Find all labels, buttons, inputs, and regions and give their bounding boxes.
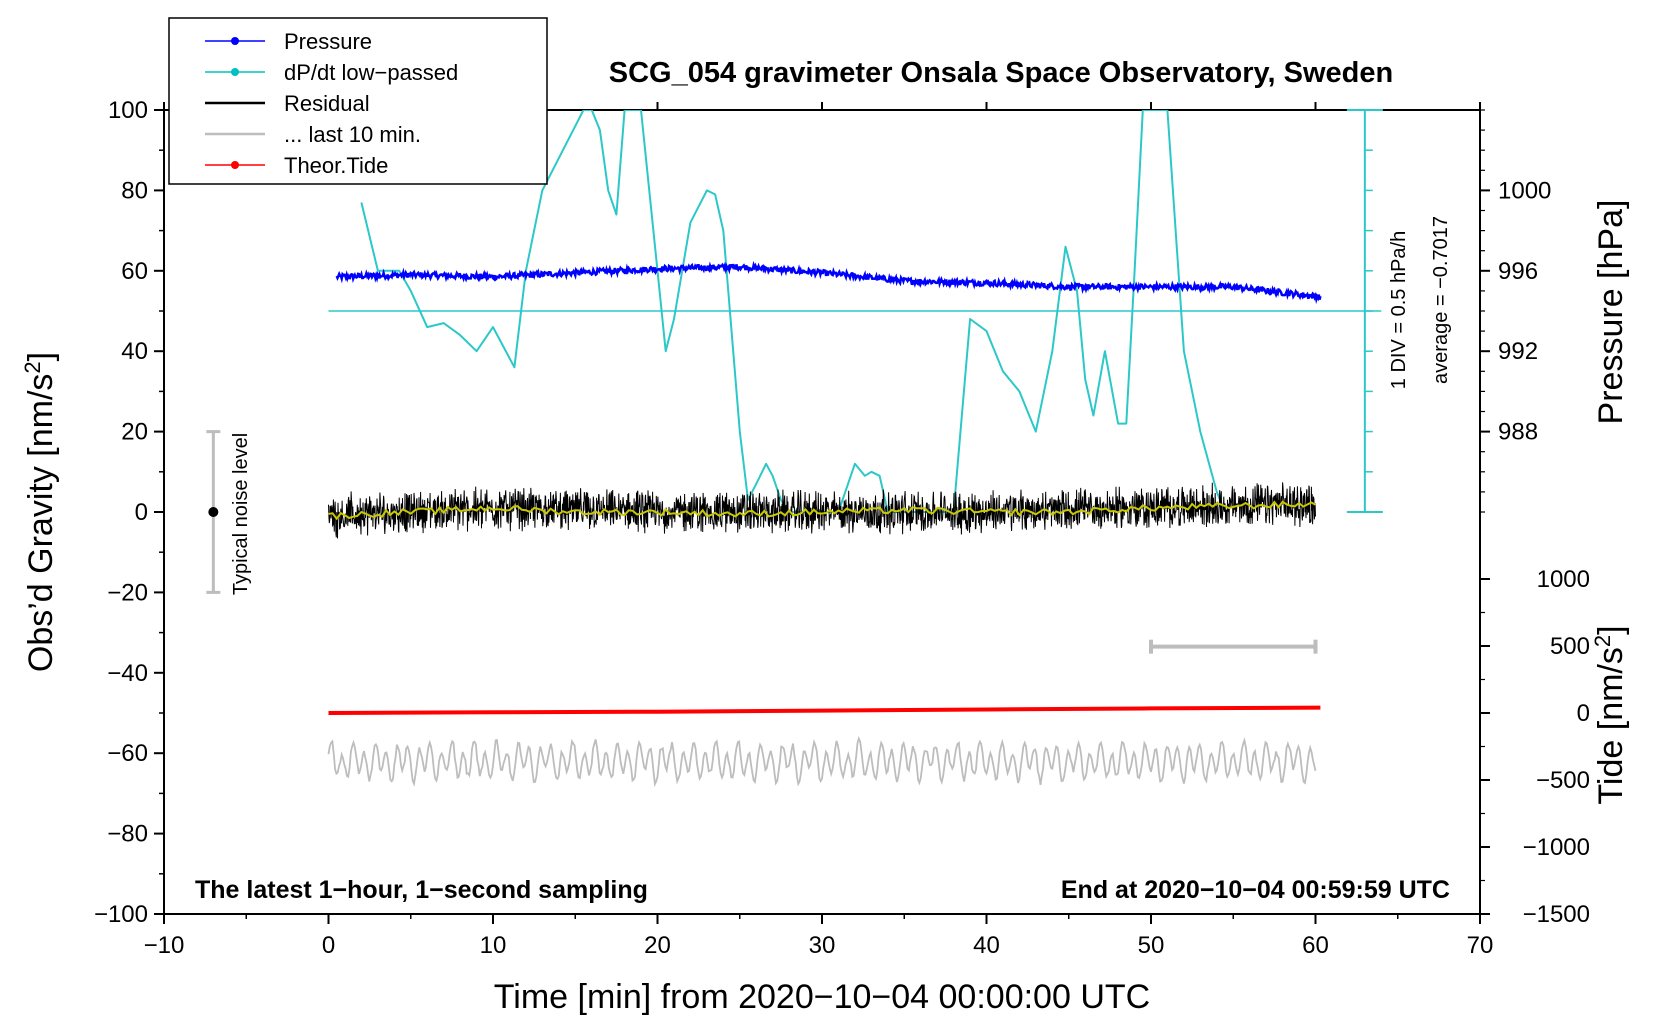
tide-tick-label: −1500 [1523,901,1590,928]
y-tick-label: 40 [121,338,148,365]
y-axis-left-label-sup: 2 [20,361,45,373]
dpdt-average-label: average = −0.7017 [1430,216,1452,384]
tide-tick-label: −500 [1536,767,1590,794]
tide-tick-label: 500 [1550,633,1590,660]
legend-label: Pressure [284,29,372,54]
y-tick-label: −60 [107,740,148,767]
dpdt-scale-label: 1 DIV = 0.5 hPa/h [1388,231,1410,389]
y-axis-ticks: 100 80 60 40 20 0 −20 −40 −60 −80 −100 [94,97,164,928]
y-tick-label: 100 [108,97,148,124]
legend-label: Theor.Tide [284,153,388,178]
y-tick-label: −40 [107,660,148,687]
x-tick-label: 20 [644,932,671,959]
legend-label: Residual [284,91,370,116]
y-tick-label: −80 [107,821,148,848]
x-axis-label: Time [min] from 2020−10−04 00:00:00 UTC [494,978,1150,1016]
y-tick-label: 20 [121,419,148,446]
residual-line [328,482,1316,539]
y-axis-tide-label-close: ] [1592,625,1630,634]
x-tick-label: 70 [1467,932,1494,959]
y-axis-left-label-main: Obs’d Gravity [nm/s [22,374,60,673]
legend-label: ... last 10 min. [284,122,421,147]
y-axis-left-label: Obs’d Gravity [nm/s2] [20,352,60,672]
tide-axis-ticks: 1000 500 0 −500 −1000 −1500 [1480,566,1590,928]
x-tick-label: 30 [809,932,836,959]
tide-tick-label: 1000 [1537,566,1590,593]
y-tick-label: 0 [135,499,148,526]
legend-marker [231,161,239,169]
pressure-tick-label: 992 [1498,338,1538,365]
legend-label: dP/dt low−passed [284,60,458,85]
y-tick-label: −100 [94,901,148,928]
x-tick-label: 50 [1138,932,1165,959]
x-tick-label: 0 [322,932,335,959]
series-layer [206,109,1383,788]
legend: Pressure dP/dt low−passed Residual ... last… [168,17,548,185]
chart-title: SCG_054 gravimeter Onsala Space Observat… [609,57,1393,89]
y-axis-tide-label-sup: 2 [1590,635,1615,647]
legend-marker [231,68,239,76]
tide-line [328,705,1321,715]
y-tick-label: 60 [121,258,148,285]
residual-smoothed-line [328,500,1316,521]
y-axis-pressure-label: Pressure [hPa] [1592,200,1630,425]
last-10-min-line [327,735,1317,788]
y-tick-label: −20 [107,579,148,606]
legend-box [168,17,548,185]
footer-left-label: The latest 1−hour, 1−second sampling [195,876,648,904]
y-axis-tide-label: Tide [nm/s2] [1590,625,1630,804]
y-axis-left-label-close: ] [22,352,60,361]
y-tick-label: 80 [121,177,148,204]
x-tick-label: 10 [480,932,507,959]
pressure-tick-label: 1000 [1498,177,1551,204]
x-axis-ticks: −10 0 10 20 30 40 50 60 70 [144,102,1494,959]
x-tick-label: 40 [973,932,1000,959]
x-tick-label: −10 [144,932,185,959]
tide-tick-label: −1000 [1523,834,1590,861]
pressure-axis-ticks: 1000 996 992 988 [1480,109,1551,513]
legend-marker [231,37,239,45]
noise-level-label: Typical noise level [230,433,252,595]
noise-level-point [208,507,219,517]
pressure-line [335,260,1322,305]
legend-items: Pressure dP/dt low−passed Residual ... last… [205,29,458,178]
pressure-tick-label: 988 [1498,419,1538,446]
x-tick-label: 60 [1302,932,1329,959]
y-axis-tide-label-main: Tide [nm/s [1592,647,1630,804]
tide-tick-label: 0 [1577,700,1590,727]
footer-right-label: End at 2020−10−04 00:59:59 UTC [1061,876,1450,904]
pressure-tick-label: 996 [1498,258,1538,285]
